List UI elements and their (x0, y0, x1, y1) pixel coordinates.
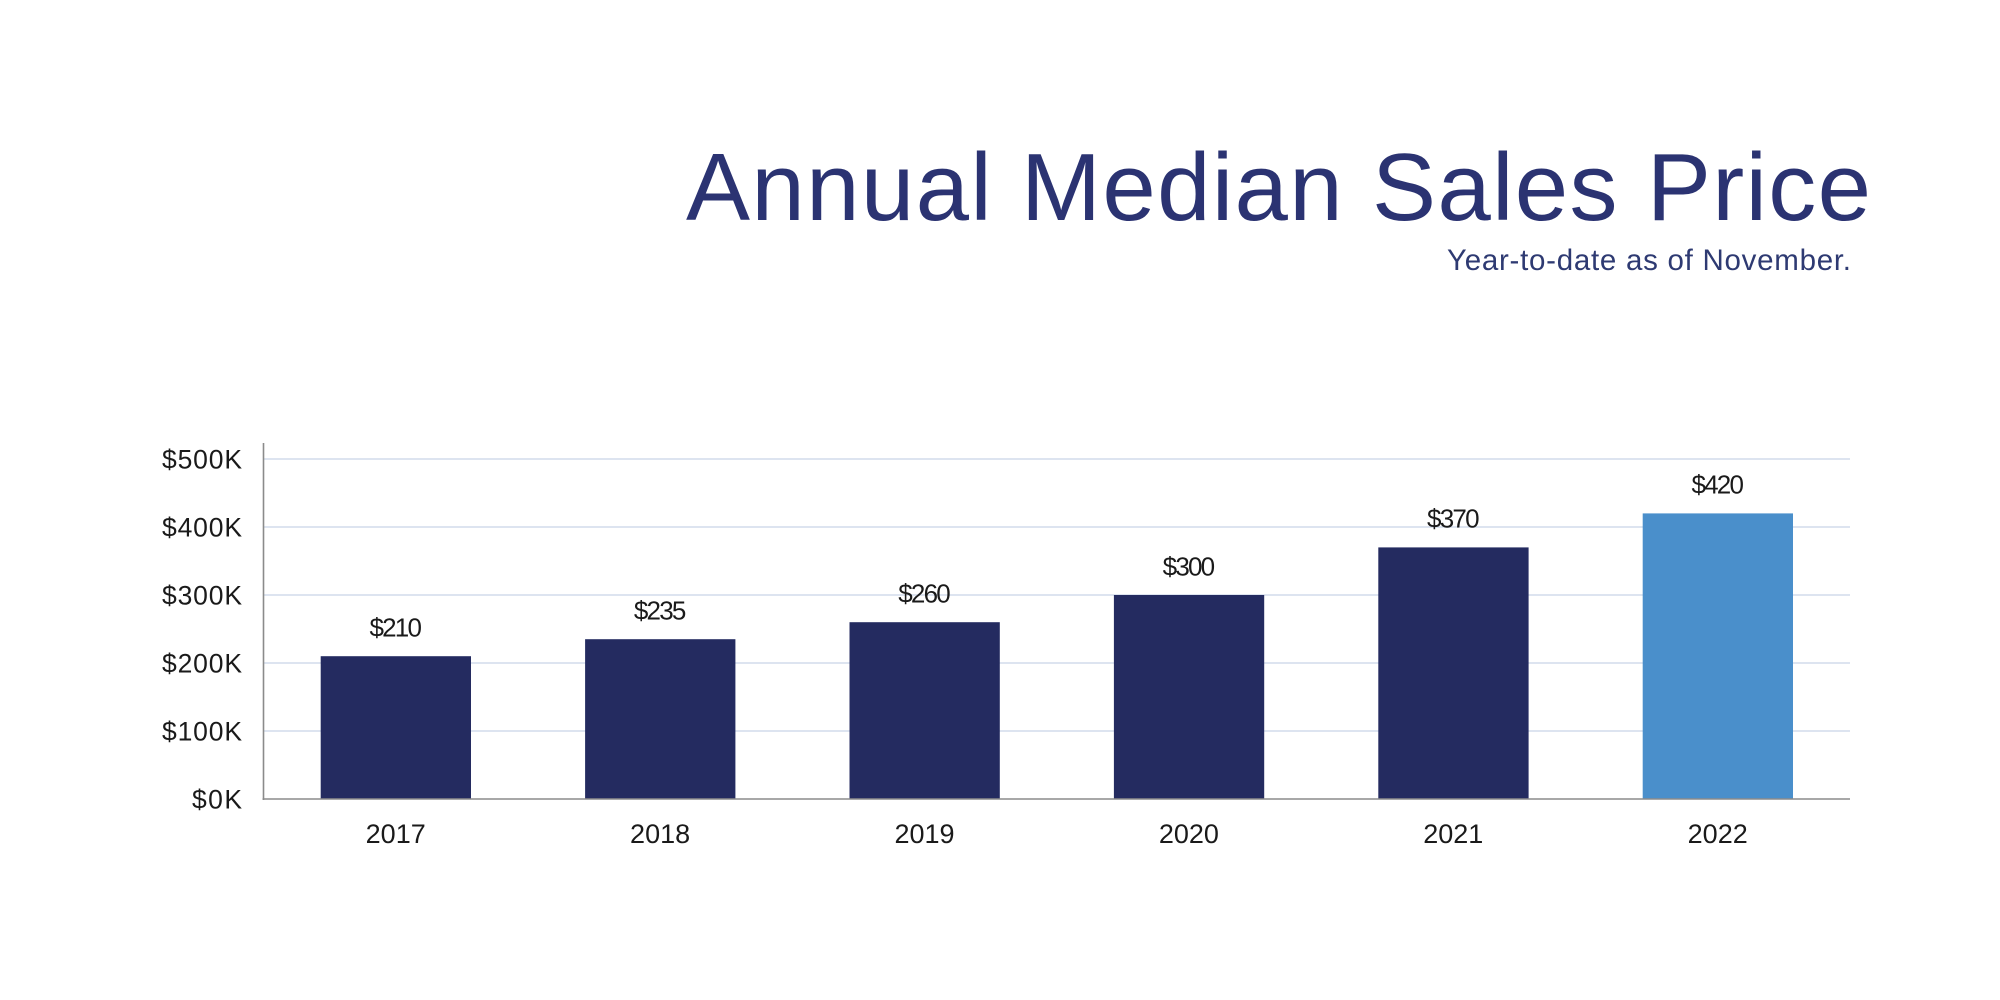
svg-text:2017: 2017 (366, 819, 426, 849)
svg-text:2019: 2019 (894, 819, 954, 849)
svg-text:2018: 2018 (630, 819, 690, 849)
svg-text:2020: 2020 (1159, 819, 1219, 849)
svg-text:$235: $235 (634, 596, 687, 626)
svg-text:$300: $300 (1163, 551, 1216, 581)
svg-text:$0K: $0K (192, 785, 242, 815)
svg-text:$210: $210 (369, 613, 422, 643)
svg-text:$370: $370 (1427, 504, 1480, 534)
svg-text:$420: $420 (1691, 470, 1744, 500)
svg-text:2021: 2021 (1423, 819, 1483, 849)
svg-text:Year-to-date as of November.: Year-to-date as of November. (1447, 244, 1851, 277)
svg-text:$200K: $200K (162, 649, 242, 679)
svg-text:$400K: $400K (162, 513, 242, 543)
svg-text:$500K: $500K (162, 445, 242, 475)
svg-text:$260: $260 (898, 579, 951, 609)
svg-text:$300K: $300K (162, 581, 242, 611)
svg-text:2022: 2022 (1688, 819, 1748, 849)
svg-text:Annual Median Sales Price: Annual Median Sales Price (686, 134, 1871, 241)
svg-text:$100K: $100K (162, 717, 242, 747)
